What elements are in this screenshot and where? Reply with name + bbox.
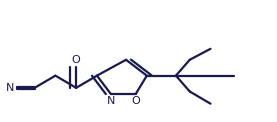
Text: O: O (72, 55, 81, 65)
Text: N: N (107, 96, 115, 106)
Text: O: O (131, 96, 140, 106)
Text: N: N (6, 83, 14, 93)
